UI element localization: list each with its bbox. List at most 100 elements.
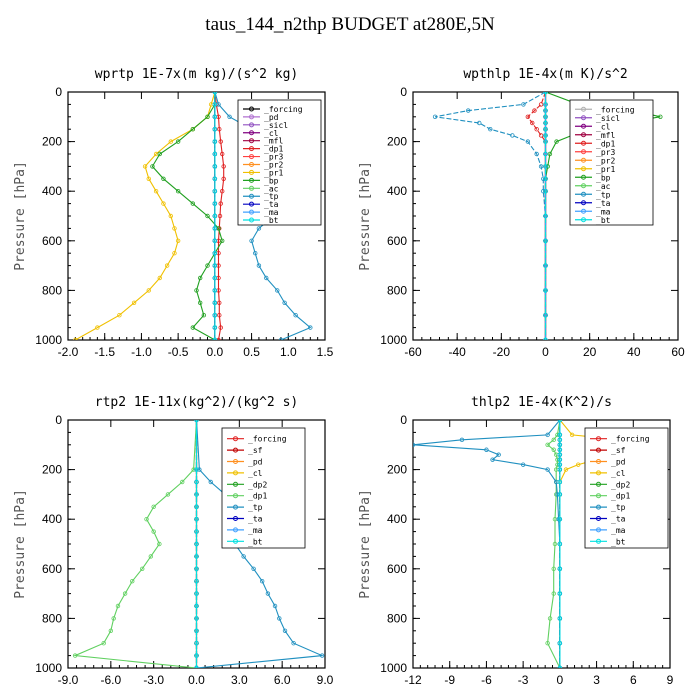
data-point: [212, 275, 218, 281]
data-point: [172, 226, 177, 231]
data-point: [259, 579, 265, 584]
data-point: [194, 288, 199, 293]
data-point: [194, 665, 199, 668]
data-point: [278, 337, 284, 340]
data-point: [569, 432, 575, 438]
legend-entry: _pr2: [596, 156, 615, 165]
x-tick-label: 0.5: [243, 345, 260, 359]
data-point: [543, 139, 548, 144]
data-point: [212, 151, 218, 157]
data-point: [532, 108, 537, 113]
data-point: [658, 114, 663, 119]
y-tick-label: 1000: [35, 661, 62, 675]
legend-marker: [233, 470, 238, 476]
data-point: [212, 226, 218, 231]
data-point: [148, 554, 154, 559]
data-point: [73, 337, 78, 340]
x-tick-label: -0.5: [168, 345, 189, 359]
data-point: [551, 447, 556, 452]
legend-entry: _ma: [596, 207, 611, 216]
panel-title: wprtp 1E-7x(m kg)/(s^2 kg): [95, 67, 299, 82]
data-point: [488, 126, 493, 132]
legend-marker: [233, 447, 238, 453]
data-point: [557, 457, 563, 462]
data-point: [543, 102, 548, 107]
legend-entry: _dp2: [248, 480, 267, 489]
legend: _forcing_sicl_cl_mfl_dp1_pr3_pr2_pr1_bp_…: [569, 99, 654, 226]
legend-entry: _mfl: [596, 131, 615, 140]
data-point: [555, 462, 560, 467]
data-point: [212, 126, 218, 132]
legend-entry: _forcing: [611, 435, 650, 444]
data-point: [146, 288, 151, 293]
data-point: [543, 288, 548, 293]
data-point: [122, 591, 128, 596]
legend-marker: [581, 183, 586, 189]
x-tick-label: -2.0: [58, 345, 79, 359]
legend-entry: _ma: [248, 526, 263, 535]
data-point: [265, 591, 271, 596]
data-point: [557, 437, 563, 443]
data-point: [219, 151, 225, 157]
data-point: [175, 188, 181, 194]
data-point: [538, 164, 544, 169]
legend-marker: [581, 174, 586, 180]
data-point: [212, 213, 218, 219]
data-point: [131, 300, 137, 305]
data-point: [190, 325, 196, 330]
legend-marker: [233, 481, 238, 487]
data-point: [212, 337, 218, 340]
legend-marker: [596, 481, 601, 487]
data-point: [552, 541, 558, 547]
data-point: [144, 517, 149, 522]
x-tick-label: 3: [593, 673, 600, 687]
data-point: [194, 554, 199, 559]
data-point: [218, 139, 223, 144]
y-tick-label: 400: [42, 184, 62, 198]
x-tick-label: 0: [542, 345, 549, 359]
legend-marker: [233, 459, 238, 464]
data-point: [194, 653, 199, 658]
data-point: [217, 126, 222, 132]
series-group: [432, 92, 663, 340]
data-point: [190, 126, 196, 132]
data-point: [157, 541, 162, 547]
data-point: [153, 188, 159, 194]
data-point: [180, 479, 185, 485]
data-point: [543, 133, 548, 138]
legend-marker: [581, 115, 586, 121]
legend-marker: [596, 436, 601, 442]
legend-marker: [249, 114, 254, 120]
legend-entry: _forcing: [248, 435, 287, 444]
legend-entry: _cl: [264, 129, 279, 138]
legend-marker: [249, 193, 254, 199]
legend-entry: _ta: [596, 199, 611, 208]
legend-entry: _pd: [264, 113, 279, 122]
data-point: [432, 114, 438, 119]
data-point: [218, 325, 223, 330]
figure-title: taus_144_n2thp BUDGET at280E,5N: [205, 14, 495, 35]
legend-marker: [581, 191, 586, 197]
data-point: [212, 238, 218, 243]
data-point: [256, 263, 262, 268]
data-point: [212, 139, 218, 144]
data-point: [194, 616, 199, 621]
legend-marker: [581, 208, 586, 214]
legend-entry: _dp1: [596, 139, 615, 148]
data-point: [557, 616, 563, 621]
legend-marker: [581, 157, 586, 163]
data-point: [525, 139, 531, 144]
data-point: [212, 263, 218, 268]
data-point: [219, 188, 225, 194]
x-tick-label: 6: [630, 673, 637, 687]
legend-marker: [249, 146, 254, 152]
data-point: [551, 437, 556, 443]
data-point: [543, 213, 548, 219]
data-point: [216, 337, 221, 340]
x-tick-label: 0: [557, 673, 564, 687]
x-tick-label: -3: [518, 673, 529, 687]
legend-entry: _tp: [264, 192, 279, 201]
data-point: [521, 102, 526, 107]
legend-marker: [233, 516, 238, 521]
